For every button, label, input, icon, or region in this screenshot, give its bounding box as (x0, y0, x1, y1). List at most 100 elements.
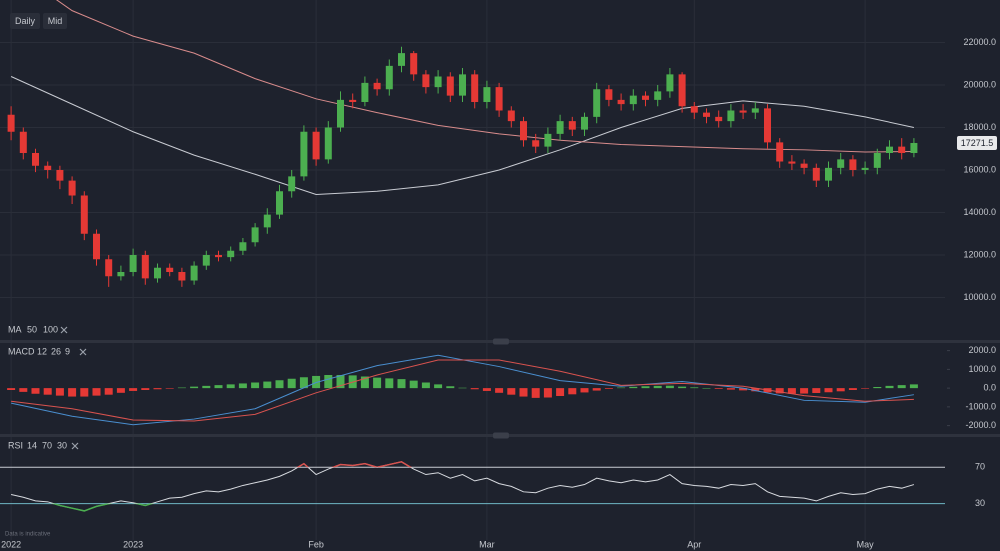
candle-body (568, 121, 576, 130)
y-tick-label: 16000.0 (963, 164, 996, 174)
histogram-bar (31, 388, 40, 394)
indicator-label: MACD (8, 346, 35, 356)
candle-body (532, 140, 540, 147)
histogram-bar (55, 388, 64, 396)
histogram-bar (287, 378, 296, 389)
histogram-bar (446, 386, 455, 389)
candle-body (642, 95, 649, 100)
candle-body (166, 267, 174, 272)
histogram-bar (214, 385, 223, 389)
candle-body (703, 112, 710, 117)
histogram-bar (665, 385, 674, 389)
candle-body (68, 180, 76, 196)
candle-body (764, 108, 771, 143)
candle-body (19, 131, 27, 153)
indicator-remove-icon[interactable] (60, 326, 68, 334)
panel-resize-handle[interactable] (493, 432, 509, 439)
indicator-param: 9 (65, 346, 70, 356)
y-tick-label: -1000.0 (965, 401, 996, 411)
candle-body (227, 250, 235, 258)
histogram-bar (641, 386, 650, 389)
candle-body (337, 99, 344, 128)
histogram-bar (751, 388, 760, 392)
x-tick-label: Mar (479, 539, 495, 549)
candle-body (629, 95, 637, 105)
candle-body (117, 272, 125, 277)
histogram-bar (19, 388, 28, 392)
candle-body (776, 142, 784, 162)
histogram-bar (531, 388, 540, 398)
candle-body (593, 89, 601, 117)
candle-body (361, 82, 369, 102)
y-tick-label: 12000.0 (963, 249, 996, 259)
y-tick-label: 2000.0 (968, 345, 996, 355)
timeframe-button[interactable] (10, 13, 40, 29)
footnote: Data is indicative (5, 532, 51, 538)
candle-body (288, 176, 296, 192)
histogram-bar (787, 388, 796, 394)
last-price-box (957, 135, 997, 150)
histogram-bar (251, 382, 260, 389)
indicator-remove-icon[interactable] (71, 442, 79, 450)
histogram-bar (739, 388, 748, 391)
histogram-bar (190, 386, 199, 389)
indicator-param: 30 (57, 440, 67, 450)
histogram-bar (263, 381, 272, 389)
candle-body (263, 214, 271, 228)
histogram-bar (580, 388, 589, 393)
y-tick-label: 30 (975, 498, 985, 508)
histogram-bar (177, 387, 186, 389)
candle-body (825, 167, 832, 181)
histogram-bar (482, 388, 491, 391)
histogram-bar (141, 388, 150, 390)
candle-body (751, 108, 759, 113)
y-tick-label: 14000.0 (963, 207, 996, 217)
candle-body (56, 170, 64, 181)
candle-body (459, 74, 466, 96)
moving-average-line (10, 76, 915, 195)
histogram-bar (836, 388, 845, 392)
moving-average-line (55, 0, 914, 153)
histogram-bar (885, 385, 894, 389)
candle-body (727, 110, 735, 122)
timeframe-label: Daily (15, 16, 36, 26)
candle-body (154, 267, 161, 279)
y-tick-label: 70 (975, 462, 985, 472)
histogram-bar (153, 388, 162, 390)
panel-resize-handle[interactable] (493, 338, 509, 345)
last-price-label: 17271.5 (961, 138, 994, 148)
indicator-label: RSI (8, 440, 23, 450)
x-tick-label: 2023 (123, 539, 143, 549)
price-type-button[interactable] (43, 13, 67, 29)
candle-body (44, 165, 52, 170)
histogram-bar (543, 388, 552, 398)
histogram-bar (568, 388, 577, 395)
histogram-bar (68, 388, 77, 397)
y-tick-label: 18000.0 (963, 122, 996, 132)
y-tick-label: 10000.0 (963, 292, 996, 302)
histogram-bar (690, 387, 699, 389)
candle-body (812, 167, 820, 181)
candle-body (483, 87, 491, 102)
histogram-bar (104, 388, 113, 395)
candle-body (141, 255, 149, 279)
indicator-remove-icon[interactable] (79, 348, 87, 356)
histogram-bar (848, 388, 857, 390)
candle-body (80, 195, 88, 234)
candle-body (105, 259, 113, 277)
candle-body (422, 74, 430, 88)
y-tick-label: 0.0 (983, 383, 996, 393)
candle-body (251, 227, 259, 243)
candle-body (312, 131, 320, 160)
candle-body (898, 146, 906, 153)
candle-body (324, 127, 332, 160)
candle-body (190, 265, 198, 281)
histogram-bar (458, 387, 467, 389)
candle-body (849, 159, 857, 170)
indicator-param: 14 (27, 440, 37, 450)
histogram-bar (629, 386, 638, 389)
candle-body (202, 255, 210, 266)
candle-body (715, 116, 723, 122)
